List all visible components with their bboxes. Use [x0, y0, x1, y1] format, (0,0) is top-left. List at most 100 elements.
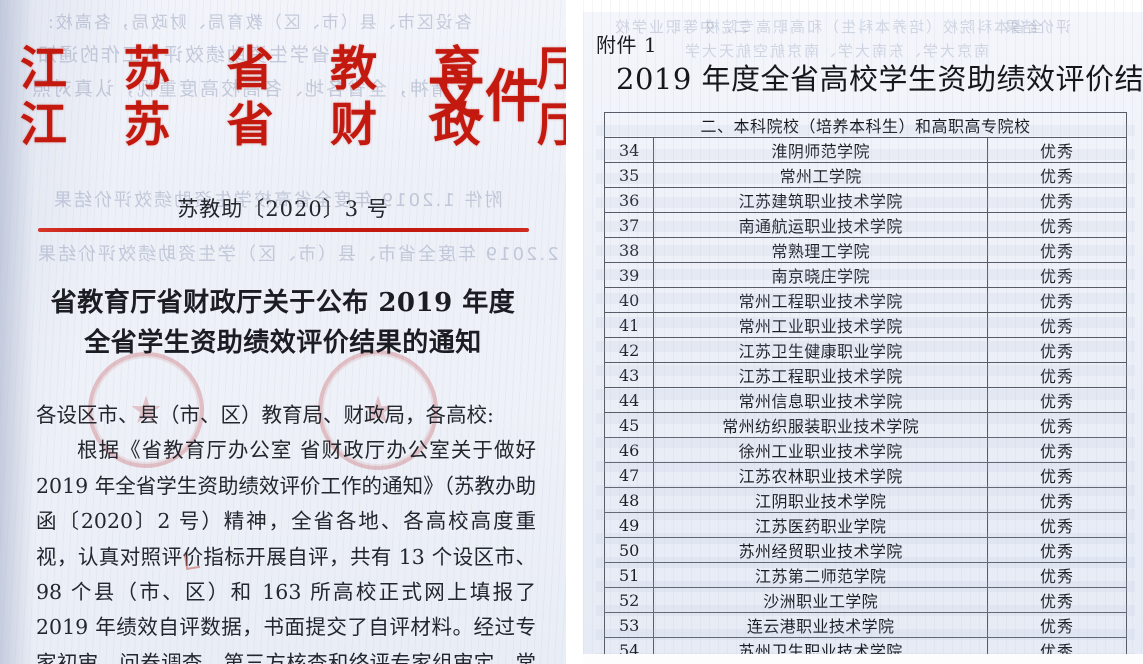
- table-row: 43 江苏工程职业技术学院 优秀: [603, 362, 1128, 388]
- table-body: 34 淮阴师范学院 优秀 35 常州工学院 优秀 36 江苏建筑职业技术学院 优秀 37 南通航运职…: [603, 137, 1128, 664]
- table-head: 二、本科院校（培养本科生）和高职高专院校: [604, 112, 1127, 138]
- table-row: 45 常州纺织服装职业技术学院 优秀: [603, 412, 1128, 438]
- table-row: 40 常州工程职业技术学院 优秀: [603, 287, 1128, 313]
- row-index-cell: 36: [603, 187, 655, 213]
- results-table-container: 二、本科院校（培养本科生）和高职高专院校 34 淮阴师范学院 优秀 35 常州工学院 优秀…: [596, 112, 1135, 664]
- table-row: 48 江阴职业技术学院 优秀: [603, 487, 1128, 513]
- institution-name-cell: 江阴职业技术学院: [653, 487, 988, 513]
- row-index-cell: 34: [603, 137, 655, 163]
- institution-name-cell: 南京晓庄学院: [653, 262, 988, 288]
- table-row: 38 常熟理工学院 优秀: [603, 237, 1128, 263]
- evaluation-grade-cell: 优秀: [986, 212, 1128, 238]
- evaluation-grade-cell: 优秀: [986, 562, 1128, 588]
- row-index-cell: 52: [603, 587, 655, 613]
- row-index-cell: 39: [603, 262, 655, 288]
- institution-name-cell: 江苏第二师范学院: [653, 562, 988, 588]
- evaluation-grade-cell: 优秀: [986, 412, 1128, 438]
- table-row: 35 常州工学院 优秀: [603, 162, 1128, 188]
- row-index-cell: 40: [603, 287, 655, 313]
- row-index-cell: 41: [603, 312, 655, 338]
- ministry-header-line-1: 江 苏 省 教 育 厅: [20, 42, 566, 97]
- ministry-header-line-2: 江 苏 省 财 政 厅: [20, 98, 566, 153]
- table-row: 42 江苏卫生健康职业学院 优秀: [603, 337, 1128, 363]
- evaluation-grade-cell: 优秀: [986, 612, 1128, 638]
- row-index-cell: 45: [603, 412, 655, 438]
- bleed-through-text: 全省本科院校（培养本科生）和高职高专院校: [703, 18, 1044, 36]
- evaluation-grade-cell: 优秀: [986, 312, 1128, 338]
- table-row: 49 江苏医药职业学院 优秀: [603, 512, 1128, 538]
- institution-name-cell: 常熟理工学院: [653, 237, 988, 263]
- row-index-cell: 51: [603, 562, 655, 588]
- page-top-margin: [583, 0, 1143, 12]
- table-row: 46 徐州工业职业技术学院 优秀: [603, 437, 1128, 463]
- institution-name-cell: 连云港职业技术学院: [653, 612, 988, 638]
- institution-name-cell: 常州工业职业技术学院: [653, 312, 988, 338]
- red-separator-rule: [38, 228, 529, 232]
- attachment-title: 2019 年度全省高校学生资助绩效评价结果: [616, 62, 1143, 96]
- table-section-header-row: 二、本科院校（培养本科生）和高职高专院校: [604, 112, 1127, 138]
- institution-name-cell: 徐州工业职业技术学院: [653, 437, 988, 463]
- salutation-line: 各设区市、县（市、区）教育局、财政局，各高校:: [36, 403, 494, 427]
- row-index-cell: 37: [603, 212, 655, 238]
- evaluation-grade-cell: 优秀: [986, 437, 1128, 463]
- institution-name-cell: 淮阴师范学院: [653, 137, 988, 163]
- institution-name-cell: 常州纺织服装职业技术学院: [653, 412, 988, 438]
- row-index-cell: 43: [603, 362, 655, 388]
- document-title-line-1: 省教育厅省财政厅关于公布 2019 年度: [50, 288, 516, 318]
- table-row: 36 江苏建筑职业技术学院 优秀: [603, 187, 1128, 213]
- table-section-header: 二、本科院校（培养本科生）和高职高专院校: [604, 112, 1127, 138]
- left-document-page: 各设区市、县（市、区）教育局、财政局，各高校: 省学生资助绩效评价工作的通知 精…: [0, 0, 566, 664]
- evaluation-results-table: 二、本科院校（培养本科生）和高职高专院校 34 淮阴师范学院 优秀 35 常州工学院 优秀…: [603, 112, 1128, 664]
- evaluation-grade-cell: 优秀: [986, 262, 1128, 288]
- document-type-label: 文件: [428, 64, 542, 130]
- institution-name-cell: 常州信息职业技术学院: [653, 387, 988, 413]
- table-row: 34 淮阴师范学院 优秀: [603, 137, 1128, 163]
- right-document-page: 二、中等职业学校 全省本科院校（培养本科生）和高职高专院校 评价结果 南京大学、…: [583, 0, 1143, 664]
- row-index-cell: 42: [603, 337, 655, 363]
- table-row: 53 连云港职业技术学院 优秀: [603, 612, 1128, 638]
- row-index-cell: 35: [603, 162, 655, 188]
- document-body: 各设区市、县（市、区）教育局、财政局，各高校: 根据《省教育厅办公室 省财政厅办…: [36, 398, 536, 664]
- bleed-through-text: 评价结果: [1003, 18, 1072, 36]
- institution-name-cell: 江苏农林职业技术学院: [653, 462, 988, 488]
- document-number: 苏教助〔2020〕3 号: [177, 197, 389, 221]
- evaluation-grade-cell: 优秀: [986, 337, 1128, 363]
- row-index-cell: 44: [603, 387, 655, 413]
- row-index-cell: 50: [603, 537, 655, 563]
- evaluation-grade-cell: 优秀: [986, 537, 1128, 563]
- institution-name-cell: 江苏医药职业学院: [653, 512, 988, 538]
- table-row: 51 江苏第二师范学院 优秀: [603, 562, 1128, 588]
- document-title: 省教育厅省财政厅关于公布 2019 年度 全省学生资助绩效评价结果的通知: [0, 283, 566, 363]
- evaluation-grade-cell: 优秀: [986, 362, 1128, 388]
- evaluation-grade-cell: 优秀: [986, 287, 1128, 313]
- table-row: 44 常州信息职业技术学院 优秀: [603, 387, 1128, 413]
- evaluation-grade-cell: 优秀: [986, 487, 1128, 513]
- page-bottom-margin: [583, 654, 1143, 664]
- institution-name-cell: 江苏建筑职业技术学院: [653, 187, 988, 213]
- evaluation-grade-cell: 优秀: [986, 187, 1128, 213]
- row-index-cell: 49: [603, 512, 655, 538]
- evaluation-grade-cell: 优秀: [986, 237, 1128, 263]
- institution-name-cell: 南通航运职业技术学院: [653, 212, 988, 238]
- table-row: 39 南京晓庄学院 优秀: [603, 262, 1128, 288]
- institution-name-cell: 沙洲职业工学院: [653, 587, 988, 613]
- evaluation-grade-cell: 优秀: [986, 162, 1128, 188]
- institution-name-cell: 江苏卫生健康职业学院: [653, 337, 988, 363]
- table-row: 41 常州工业职业技术学院 优秀: [603, 312, 1128, 338]
- institution-name-cell: 常州工学院: [653, 162, 988, 188]
- attachment-label: 附件 1: [596, 33, 658, 57]
- document-title-line-2: 全省学生资助绩效评价结果的通知: [84, 328, 482, 358]
- row-index-cell: 46: [603, 437, 655, 463]
- row-index-cell: 48: [603, 487, 655, 513]
- institution-name-cell: 江苏工程职业技术学院: [653, 362, 988, 388]
- table-row: 50 苏州经贸职业技术学院 优秀: [603, 537, 1128, 563]
- evaluation-grade-cell: 优秀: [986, 462, 1128, 488]
- institution-name-cell: 苏州经贸职业技术学院: [653, 537, 988, 563]
- evaluation-grade-cell: 优秀: [986, 512, 1128, 538]
- row-index-cell: 53: [603, 612, 655, 638]
- body-paragraph: 根据《省教育厅办公室 省财政厅办公室关于做好 2019 年全省学生资助绩效评价工…: [36, 438, 536, 664]
- evaluation-grade-cell: 优秀: [986, 587, 1128, 613]
- table-row: 37 南通航运职业技术学院 优秀: [603, 212, 1128, 238]
- bleed-through-text: 附件 2.2019 年度全省市、县（市、区）学生资助绩效评价结果: [36, 244, 566, 265]
